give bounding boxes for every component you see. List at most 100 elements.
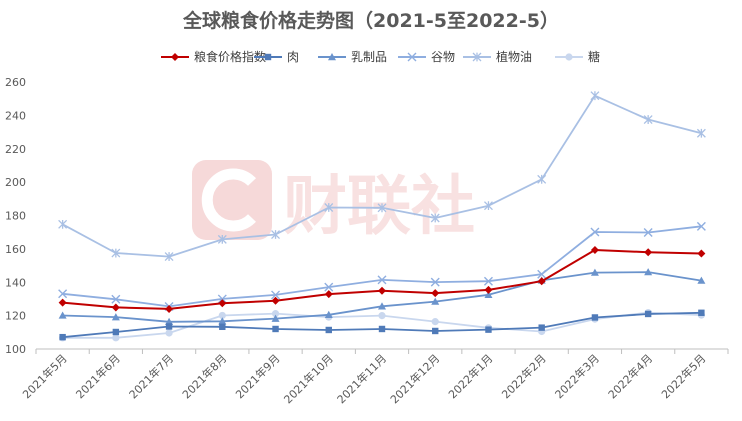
- series-肉: [59, 309, 705, 341]
- data-point: [112, 328, 120, 336]
- x-tick-label: 2022年5月: [658, 351, 708, 401]
- data-point: [431, 289, 440, 298]
- data-point: [590, 227, 600, 237]
- data-point: [537, 277, 546, 286]
- y-tick-label: 180: [5, 210, 26, 223]
- legend-marker: [407, 52, 417, 62]
- data-point: [643, 115, 653, 125]
- legend-item: 植物油: [463, 49, 532, 64]
- data-point: [165, 329, 173, 337]
- y-tick-label: 240: [5, 109, 26, 122]
- y-tick-label: 160: [5, 243, 26, 256]
- data-point: [272, 325, 279, 333]
- legend-marker: [565, 53, 573, 61]
- y-tick-label: 100: [5, 343, 26, 356]
- series-糖: [59, 309, 705, 342]
- data-point: [485, 326, 492, 333]
- data-point: [58, 219, 68, 229]
- y-axis: 100 120 140 160 180 200 220 240 260: [5, 76, 26, 356]
- x-tick-label: 2021年7月: [126, 351, 176, 401]
- chart-title: 全球粮食价格走势图（2021-5至2022-5）: [182, 9, 559, 32]
- data-point: [165, 323, 173, 330]
- legend-label: 肉: [287, 50, 299, 64]
- data-point: [218, 311, 226, 320]
- data-point: [59, 333, 66, 341]
- data-point: [484, 285, 493, 294]
- data-point: [58, 311, 67, 319]
- legend: 粮食价格指数 肉 乳制品 谷物 植物油 糖: [161, 49, 600, 64]
- data-point: [58, 289, 68, 299]
- data-point: [218, 299, 227, 308]
- x-tick-label: 2022年2月: [499, 351, 549, 401]
- data-point: [432, 327, 439, 335]
- data-point: [164, 252, 174, 262]
- data-point: [484, 201, 493, 211]
- data-point: [378, 286, 386, 295]
- data-point: [271, 310, 280, 318]
- data-point: [483, 276, 493, 286]
- legend-item: 肉: [254, 50, 299, 64]
- data-point: [112, 334, 120, 342]
- legend-item: 粮食价格指数: [161, 49, 266, 64]
- x-tick-label: 2021年11月: [334, 351, 389, 406]
- x-axis: 2021年5月 2021年6月 2021年7月 2021年8月 2021年9月2021年…: [20, 348, 729, 406]
- data-point: [644, 310, 652, 318]
- data-point: [219, 323, 226, 331]
- series-layer: [58, 91, 706, 342]
- data-point: [537, 269, 547, 279]
- data-point: [430, 213, 440, 223]
- data-point: [644, 268, 653, 276]
- legend-label: 糖: [588, 49, 600, 64]
- x-tick-label: 2021年10月: [281, 351, 336, 406]
- data-point: [644, 248, 653, 257]
- data-point: [590, 91, 600, 101]
- data-point: [271, 296, 280, 305]
- watermark: 财联社: [192, 160, 475, 244]
- data-point: [430, 277, 440, 287]
- data-point: [111, 313, 120, 321]
- data-point: [377, 275, 387, 285]
- data-point: [697, 276, 706, 284]
- y-tick-label: 260: [5, 76, 26, 89]
- legend-marker: [328, 53, 336, 61]
- legend-item: 糖: [555, 49, 600, 64]
- x-tick-label: 2021年6月: [73, 351, 123, 401]
- y-tick-label: 200: [5, 176, 26, 189]
- legend-item: 谷物: [398, 50, 455, 64]
- legend-label: 谷物: [431, 50, 455, 64]
- data-point: [324, 290, 333, 299]
- legend-marker: [171, 53, 179, 61]
- legend-label: 植物油: [496, 49, 532, 64]
- data-point: [378, 302, 386, 310]
- data-point: [537, 174, 547, 184]
- data-point: [111, 303, 120, 312]
- data-point: [590, 268, 599, 276]
- series-植物油: [58, 91, 706, 262]
- x-tick-label: 2021年8月: [179, 351, 229, 401]
- data-point: [271, 290, 281, 300]
- x-tick-label: 2022年4月: [605, 351, 655, 401]
- x-tick-label: 2021年12月: [387, 351, 442, 406]
- data-point: [324, 282, 334, 292]
- data-point: [431, 297, 440, 305]
- data-point: [325, 326, 332, 334]
- legend-marker: [264, 53, 272, 61]
- data-point: [271, 314, 280, 322]
- data-point: [697, 249, 706, 258]
- data-point: [591, 314, 599, 321]
- data-point: [698, 309, 705, 316]
- data-point: [590, 246, 599, 255]
- data-point: [377, 203, 387, 213]
- data-point: [538, 324, 545, 331]
- data-point: [218, 317, 227, 325]
- legend-item: 乳制品: [318, 50, 387, 64]
- legend-label: 乳制品: [351, 50, 387, 64]
- data-point: [484, 290, 493, 298]
- x-tick-label: 2022年1月: [445, 351, 495, 401]
- y-tick-label: 140: [5, 276, 26, 289]
- watermark-logo-mark: [201, 168, 256, 232]
- data-point: [271, 230, 280, 239]
- y-tick-label: 220: [5, 143, 26, 156]
- data-point: [696, 221, 706, 231]
